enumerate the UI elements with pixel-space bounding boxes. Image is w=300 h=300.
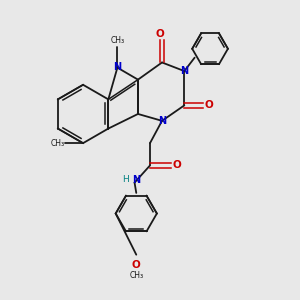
Text: H: H [123, 176, 129, 184]
Text: O: O [132, 260, 141, 270]
Text: O: O [172, 160, 181, 170]
Text: CH₃: CH₃ [110, 36, 124, 45]
Text: N: N [132, 175, 140, 185]
Text: N: N [158, 116, 166, 126]
Text: CH₃: CH₃ [129, 271, 143, 280]
Text: O: O [156, 29, 165, 39]
Text: CH₃: CH₃ [51, 139, 65, 148]
Text: N: N [113, 62, 122, 72]
Text: O: O [205, 100, 213, 110]
Text: N: N [181, 66, 189, 76]
